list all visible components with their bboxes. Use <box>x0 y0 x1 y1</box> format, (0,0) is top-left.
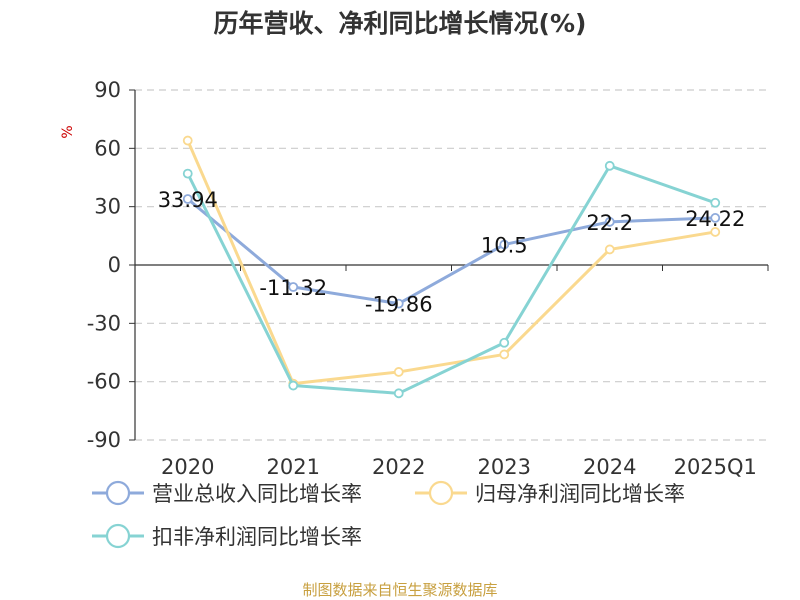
series-lines <box>182 135 721 399</box>
y-tick-label: 60 <box>94 136 121 160</box>
data-point <box>499 349 510 360</box>
data-point <box>288 282 299 292</box>
x-tick-label: 2024 <box>583 455 636 479</box>
data-labels: 33.94 -11.32 -19.86 10.5 22.2 24.22 <box>158 188 746 317</box>
data-point <box>604 160 615 171</box>
y-tick-label: 90 <box>94 78 121 102</box>
x-tick-label: 2023 <box>478 455 531 479</box>
data-label: 10.5 <box>481 234 528 258</box>
data-label: 24.22 <box>685 207 745 231</box>
series-line <box>186 164 716 395</box>
x-tick-label: 2025Q1 <box>674 455 757 479</box>
x-tick-label: 2021 <box>267 455 320 479</box>
data-label: -19.86 <box>365 293 433 317</box>
y-tick-label: -60 <box>87 370 121 394</box>
legend-circle-icon <box>105 523 131 549</box>
y-axis-unit: % <box>60 125 76 138</box>
y-tick-label: -30 <box>87 311 121 335</box>
data-point <box>393 367 404 377</box>
data-point <box>604 216 615 227</box>
data-point <box>499 337 510 348</box>
legend-label: 扣非净利润同比增长率 <box>152 525 362 549</box>
legend-label: 营业总收入同比增长率 <box>152 482 362 506</box>
data-point <box>710 227 721 237</box>
chart-title: 历年营收、净利同比增长情况(%) <box>214 9 587 38</box>
series-line <box>186 139 716 386</box>
series-line <box>186 197 716 306</box>
legend-circle-icon <box>105 480 131 506</box>
data-label: 22.2 <box>586 211 633 235</box>
data-point <box>710 197 721 208</box>
data-label: 33.94 <box>158 188 218 212</box>
data-label: -11.32 <box>259 276 327 300</box>
legend-item[interactable]: 营业总收入同比增长率 <box>92 480 362 506</box>
data-point <box>288 380 299 391</box>
legend-label: 归母净利润同比增长率 <box>475 482 685 506</box>
data-point <box>710 213 721 223</box>
axes: 90 60 30 0 -30 -60 -90 2020 2021 2022 2023 2024 2025… <box>87 78 769 479</box>
data-point <box>182 135 193 146</box>
gridlines <box>135 89 768 441</box>
legend-item[interactable]: 归母净利润同比增长率 <box>415 480 685 506</box>
x-tick-label: 2020 <box>161 455 214 479</box>
data-point <box>393 298 404 309</box>
y-tick-label: 0 <box>108 253 121 277</box>
data-point <box>182 168 193 179</box>
data-point <box>604 244 615 255</box>
data-point <box>393 388 404 399</box>
legend-item[interactable]: 扣非净利润同比增长率 <box>92 523 362 549</box>
source-note: 制图数据来自恒生聚源数据库 <box>302 581 497 599</box>
y-tick-label: -90 <box>87 428 121 452</box>
x-tick-label: 2022 <box>372 455 425 479</box>
legend-circle-icon <box>428 480 454 506</box>
data-point <box>182 194 193 204</box>
y-tick-label: 30 <box>94 195 121 219</box>
data-point <box>499 239 510 250</box>
